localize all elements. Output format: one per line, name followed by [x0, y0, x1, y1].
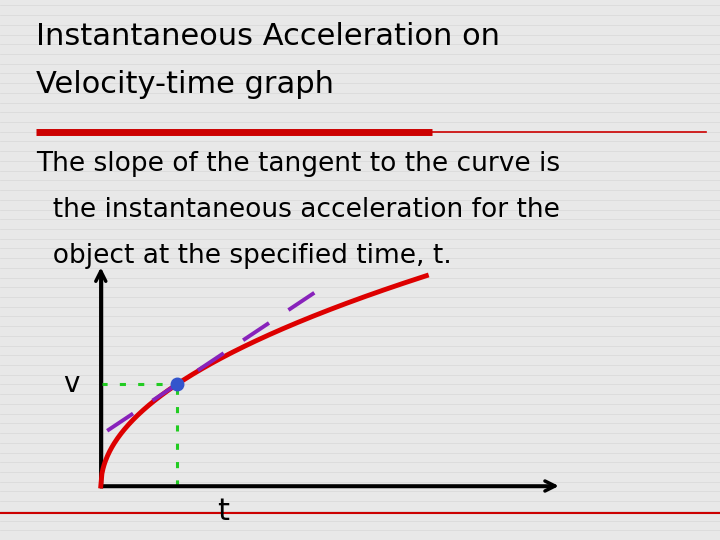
Text: object at the specified time, t.: object at the specified time, t.	[36, 243, 451, 269]
Text: the instantaneous acceleration for the: the instantaneous acceleration for the	[36, 197, 560, 223]
Text: Velocity-time graph: Velocity-time graph	[36, 70, 334, 99]
Text: t: t	[217, 497, 229, 526]
Text: Instantaneous Acceleration on: Instantaneous Acceleration on	[36, 22, 500, 51]
Text: v: v	[63, 370, 79, 398]
Text: The slope of the tangent to the curve is: The slope of the tangent to the curve is	[36, 151, 560, 177]
